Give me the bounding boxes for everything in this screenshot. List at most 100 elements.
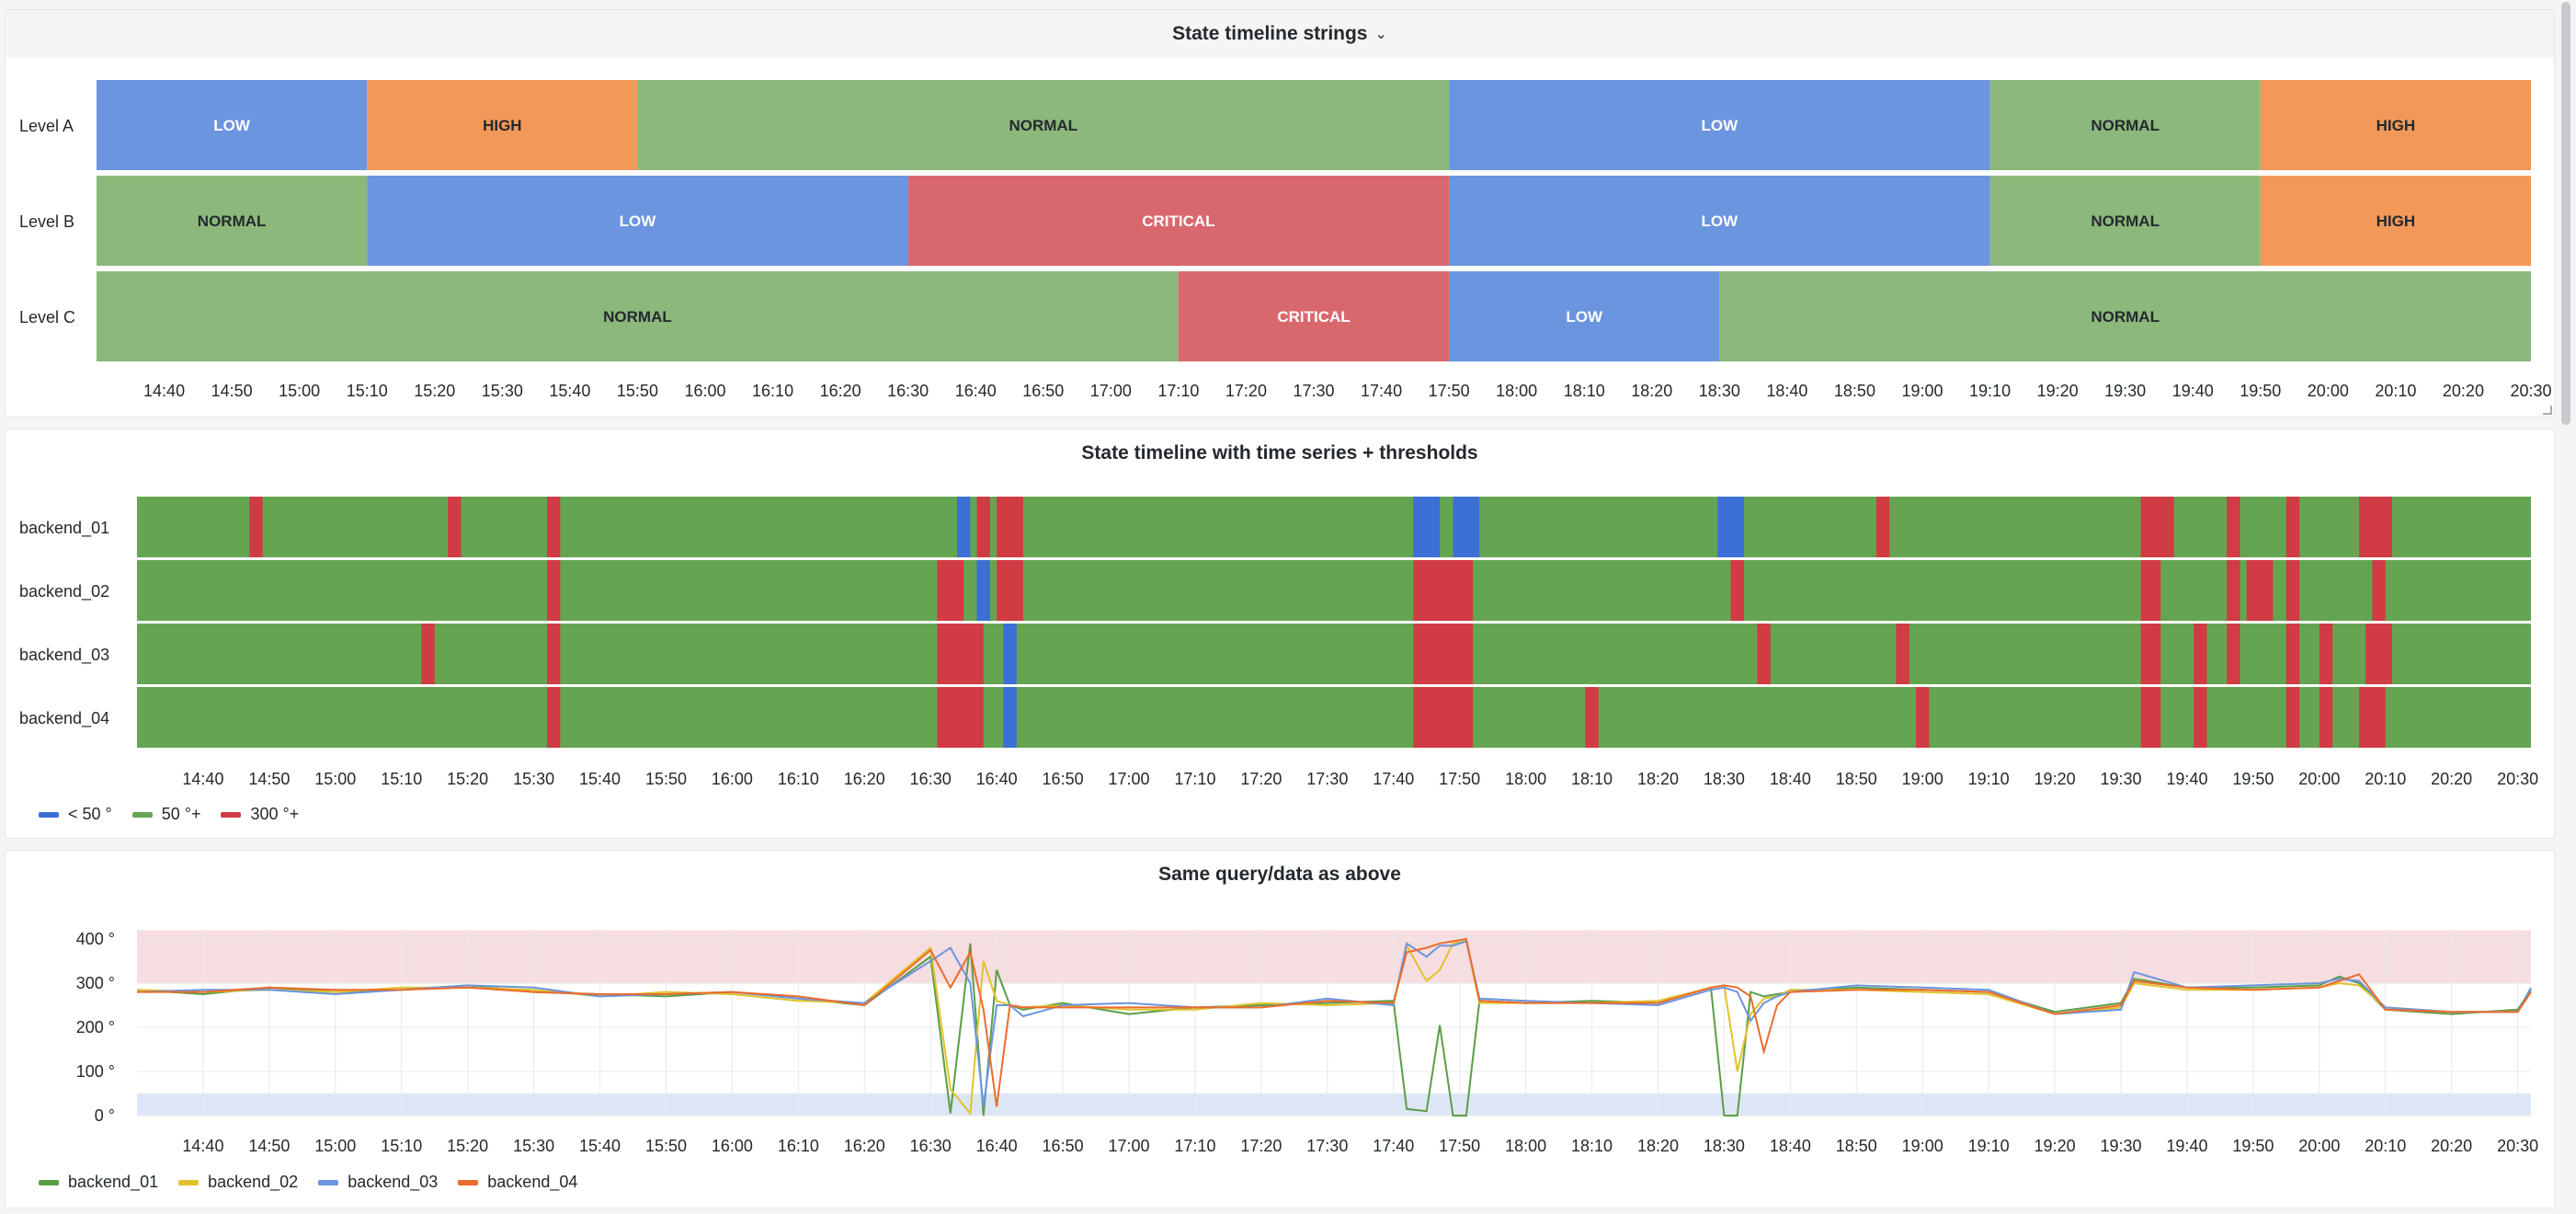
legend-swatch xyxy=(458,1179,479,1185)
state-segment xyxy=(97,176,368,266)
state-label: NORMAL xyxy=(2091,308,2160,326)
state-timeline-strings-chart: Level A LOW HIGH NORMAL LOW NORMAL HIGH Level B… xyxy=(19,80,2552,400)
state-label: LOW xyxy=(1702,117,1739,134)
panel-header[interactable]: Same query/data as above xyxy=(6,851,2554,899)
x-tick-label: 16:40 xyxy=(955,382,997,400)
x-tick-label: 15:00 xyxy=(314,770,356,788)
scrollbar[interactable] xyxy=(2561,2,2570,425)
state-segment xyxy=(2365,624,2392,684)
state-segment xyxy=(1585,687,1599,748)
state-segment xyxy=(1413,624,1474,684)
same-query-panel: Same query/data as above 14:40 14:50 15:00… xyxy=(5,850,2555,1208)
state-label: NORMAL xyxy=(198,212,267,230)
y-tick-label: 100 ° xyxy=(76,1062,115,1081)
x-tick-label: 15:20 xyxy=(447,1137,488,1155)
base-state-bar xyxy=(137,687,2531,748)
legend-swatch xyxy=(39,811,59,818)
state-segment xyxy=(1730,560,1744,621)
legend-item[interactable]: backend_04 xyxy=(458,1173,577,1192)
state-label: CRITICAL xyxy=(1277,308,1350,326)
x-tick-label: 16:30 xyxy=(910,1137,952,1155)
state-segment xyxy=(637,80,1450,170)
legend-item[interactable]: 50 °+ xyxy=(131,805,201,824)
x-tick-label: 15:00 xyxy=(279,382,320,400)
state-segment xyxy=(997,560,1023,621)
x-tick-label: 18:30 xyxy=(1704,1137,1745,1155)
x-tick-label: 15:20 xyxy=(447,770,488,788)
base-state-bar xyxy=(137,624,2531,684)
x-tick-label: 17:00 xyxy=(1090,382,1132,400)
legend-swatch xyxy=(39,1179,59,1185)
state-segment xyxy=(1449,271,1720,361)
series-label: backend_02 xyxy=(19,582,109,601)
legend-item[interactable]: backend_01 xyxy=(39,1173,158,1192)
x-tick-label: 16:00 xyxy=(712,1137,753,1155)
state-segment xyxy=(546,497,561,557)
x-tick-label: 19:20 xyxy=(2035,1137,2076,1155)
x-tick-label: 17:30 xyxy=(1293,382,1334,400)
state-segment xyxy=(1178,271,1450,361)
x-tick-label: 17:10 xyxy=(1174,770,1215,788)
x-tick-label: 15:30 xyxy=(513,1137,554,1155)
state-timeline-thresholds-chart: backend_01 backend_02 backend_03 backend_04… xyxy=(19,497,2538,788)
x-tick-label: 14:50 xyxy=(211,382,253,400)
x-tick-label: 15:50 xyxy=(645,770,687,788)
x-tick-label: 18:20 xyxy=(1637,1137,1679,1155)
x-tick-label: 16:40 xyxy=(976,1137,1018,1155)
legend-item[interactable]: backend_02 xyxy=(178,1173,298,1192)
x-tick-label: 18:00 xyxy=(1505,1137,1546,1155)
x-tick-label: 17:20 xyxy=(1225,382,1267,400)
state-segment xyxy=(2285,560,2300,621)
state-segment xyxy=(976,560,990,621)
state-label: CRITICAL xyxy=(1142,212,1214,230)
resize-handle[interactable] xyxy=(2543,406,2552,415)
x-tick-label: 16:50 xyxy=(1043,770,1084,788)
x-tick-label: 17:50 xyxy=(1439,1137,1480,1155)
state-segment xyxy=(2319,687,2333,748)
legend-label: backend_03 xyxy=(348,1173,439,1191)
legend-item[interactable]: 300 °+ xyxy=(221,805,299,824)
state-segment xyxy=(997,497,1023,557)
x-tick-label: 16:30 xyxy=(887,382,929,400)
time-series-chart: 14:40 14:50 15:00 15:10 15:20 15:30 15:40 15:50… xyxy=(76,930,2538,1155)
legend-item[interactable]: < 50 ° xyxy=(39,805,112,824)
x-tick-label: 15:10 xyxy=(347,382,388,400)
x-tick-label: 18:10 xyxy=(1564,382,1605,400)
x-tick-label: 20:20 xyxy=(2431,1137,2472,1155)
chevron-down-icon[interactable]: ⌄ xyxy=(1374,27,1387,42)
panel-header[interactable]: State timeline strings ⌄ xyxy=(6,10,2554,58)
x-tick-label: 19:50 xyxy=(2232,1137,2274,1155)
x-tick-label: 20:30 xyxy=(2497,770,2538,788)
state-segment xyxy=(2140,497,2174,557)
state-label: NORMAL xyxy=(1009,117,1077,134)
state-segment xyxy=(2358,497,2392,557)
state-segment xyxy=(1003,624,1017,684)
x-tick-label: 17:20 xyxy=(1240,1137,1282,1155)
legend-item[interactable]: backend_03 xyxy=(318,1173,438,1192)
state-segment xyxy=(2140,560,2161,621)
x-tick-label: 17:00 xyxy=(1108,1137,1149,1155)
state-segment xyxy=(1413,497,1441,557)
legend-label: 50 °+ xyxy=(161,805,201,823)
x-tick-label: 18:10 xyxy=(1571,1137,1613,1155)
state-timeline-strings-panel: State timeline strings ⌄ Level A LOW HIGH N… xyxy=(5,9,2555,418)
x-tick-label: 19:40 xyxy=(2172,382,2214,400)
x-tick-label: 15:40 xyxy=(549,382,590,400)
x-tick-label: 18:40 xyxy=(1770,1137,1811,1155)
x-tick-label: 16:10 xyxy=(778,770,819,788)
legend-label: 300 °+ xyxy=(250,805,300,823)
state-segment xyxy=(97,271,1179,361)
x-tick-label: 19:00 xyxy=(1901,382,1943,400)
x-tick-label: 19:10 xyxy=(1968,770,2010,788)
panel-header[interactable]: State timeline with time series + thresh… xyxy=(6,429,2554,477)
state-segment xyxy=(2260,176,2531,266)
x-tick-label: 19:10 xyxy=(1969,382,2011,400)
x-tick-label: 16:20 xyxy=(844,770,885,788)
x-tick-label: 15:00 xyxy=(314,1137,356,1155)
x-tick-label: 15:20 xyxy=(414,382,455,400)
state-segment xyxy=(367,80,638,170)
x-tick-label: 19:40 xyxy=(2166,770,2207,788)
state-segment xyxy=(907,176,1450,266)
x-tick-label: 19:20 xyxy=(2035,770,2076,788)
state-segment xyxy=(2372,560,2386,621)
